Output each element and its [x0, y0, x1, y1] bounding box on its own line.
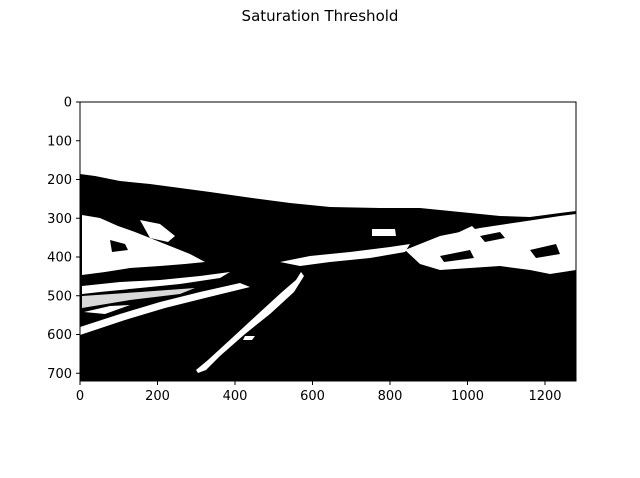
x-tick-label: 0 — [76, 389, 84, 404]
y-tick-label: 700 — [47, 367, 72, 382]
axes-frame — [79, 101, 577, 382]
x-tick-label: 600 — [300, 389, 325, 404]
binary-image — [80, 102, 576, 381]
y-tick-label: 200 — [47, 173, 72, 188]
x-axis: 0 200 400 600 800 1000 1200 — [76, 381, 562, 404]
y-tick-label: 400 — [47, 251, 72, 266]
x-tick-label: 400 — [223, 389, 248, 404]
y-tick-label: 100 — [47, 134, 72, 149]
figure-title: Saturation Threshold — [241, 7, 399, 25]
x-tick-label: 200 — [145, 389, 170, 404]
x-tick-label: 1000 — [451, 389, 484, 404]
y-tick-label: 500 — [47, 289, 72, 304]
y-tick-label: 600 — [47, 328, 72, 343]
y-axis: 0 100 200 300 400 500 600 700 — [47, 96, 80, 382]
y-tick-label: 300 — [47, 212, 72, 227]
x-tick-label: 1200 — [528, 389, 561, 404]
y-tick-label: 0 — [64, 96, 72, 111]
x-tick-label: 800 — [378, 389, 403, 404]
